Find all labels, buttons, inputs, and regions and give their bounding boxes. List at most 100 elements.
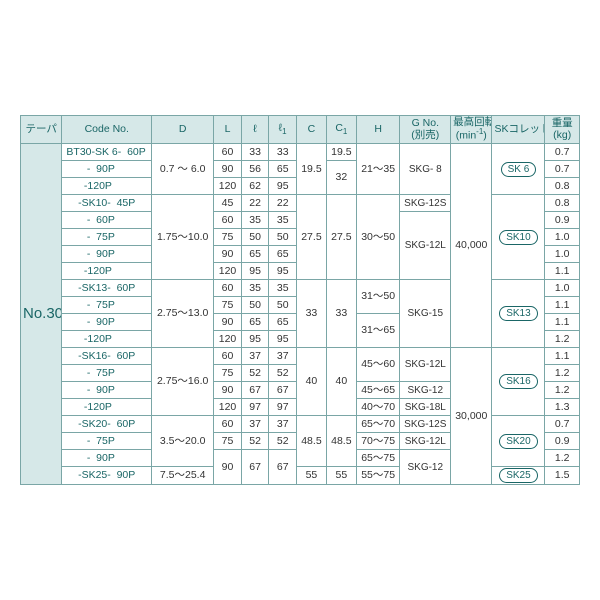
header-l: ℓ bbox=[241, 115, 269, 144]
c1-cell: 32 bbox=[326, 161, 356, 195]
l-cell: 52 bbox=[241, 433, 269, 450]
header-L: L bbox=[214, 115, 242, 144]
code-cell: -SK25- 90P bbox=[62, 467, 152, 485]
table-row: -SK16- 60P2.75～16.0603737404045～60SKG-12… bbox=[21, 348, 580, 365]
sk-cell: SK25 bbox=[492, 467, 545, 485]
code-cell: -SK20- 60P bbox=[62, 416, 152, 433]
L-cell: 60 bbox=[214, 212, 242, 229]
table-body: No.30BT30-SK 6- 60P0.7 ～ 6.060333319.519… bbox=[21, 144, 580, 485]
L-cell: 60 bbox=[214, 144, 242, 161]
g-cell: SKG-12S bbox=[400, 195, 451, 212]
l1-cell: 52 bbox=[269, 433, 297, 450]
weight-cell: 1.0 bbox=[545, 246, 580, 263]
g-cell: SKG-12 bbox=[400, 382, 451, 399]
l1-cell: 95 bbox=[269, 178, 297, 195]
weight-cell: 0.7 bbox=[545, 416, 580, 433]
l1-cell: 22 bbox=[269, 195, 297, 212]
code-cell: - 90P bbox=[62, 382, 152, 399]
g-cell: SKG- 8 bbox=[400, 144, 451, 195]
l1-cell: 50 bbox=[269, 229, 297, 246]
table-row: No.30BT30-SK 6- 60P0.7 ～ 6.060333319.519… bbox=[21, 144, 580, 161]
header-d: D bbox=[152, 115, 214, 144]
l-cell: 67 bbox=[241, 450, 269, 485]
L-cell: 90 bbox=[214, 246, 242, 263]
c-cell: 40 bbox=[297, 348, 327, 416]
L-cell: 90 bbox=[214, 382, 242, 399]
l-cell: 37 bbox=[241, 416, 269, 433]
h-cell: 45～60 bbox=[356, 348, 400, 382]
g-cell: SKG-15 bbox=[400, 280, 451, 348]
table-row: -SK13- 60P2.75～13.0603535333331～50SKG-15… bbox=[21, 280, 580, 297]
L-cell: 60 bbox=[214, 416, 242, 433]
c1-cell: 27.5 bbox=[326, 195, 356, 280]
header-C: C bbox=[297, 115, 327, 144]
L-cell: 90 bbox=[214, 161, 242, 178]
l1-cell: 50 bbox=[269, 297, 297, 314]
h-cell: 55～75 bbox=[356, 467, 400, 485]
l-cell: 22 bbox=[241, 195, 269, 212]
L-cell: 120 bbox=[214, 331, 242, 348]
L-cell: 75 bbox=[214, 297, 242, 314]
sk-pill: SK20 bbox=[499, 434, 537, 449]
header-G: G No.(別売) bbox=[400, 115, 451, 144]
h-cell: 31～50 bbox=[356, 280, 400, 314]
h-cell: 40～70 bbox=[356, 399, 400, 416]
c1-cell: 19.5 bbox=[326, 144, 356, 161]
l-cell: 97 bbox=[241, 399, 269, 416]
L-cell: 120 bbox=[214, 178, 242, 195]
d-cell: 2.75～13.0 bbox=[152, 280, 214, 348]
code-cell: - 90P bbox=[62, 161, 152, 178]
weight-cell: 1.2 bbox=[545, 450, 580, 467]
spec-table: テーパ Code No. D L ℓ ℓ1 C C1 H G No.(別売) 最… bbox=[20, 115, 580, 486]
g-cell: SKG-12L bbox=[400, 348, 451, 382]
weight-cell: 1.2 bbox=[545, 365, 580, 382]
l1-cell: 65 bbox=[269, 161, 297, 178]
table-row: -SK10- 45P1.75～10.045222227.527.530～50SK… bbox=[21, 195, 580, 212]
code-cell: -SK10- 45P bbox=[62, 195, 152, 212]
L-cell: 120 bbox=[214, 399, 242, 416]
sk-cell: SK10 bbox=[492, 195, 545, 280]
L-cell: 75 bbox=[214, 229, 242, 246]
L-cell: 75 bbox=[214, 433, 242, 450]
c-cell: 19.5 bbox=[297, 144, 327, 195]
table-row: -SK20- 60P3.5～20.060373748.548.565～70SKG… bbox=[21, 416, 580, 433]
weight-cell: 1.2 bbox=[545, 382, 580, 399]
code-cell: - 90P bbox=[62, 314, 152, 331]
c-cell: 48.5 bbox=[297, 416, 327, 467]
c-cell: 27.5 bbox=[297, 195, 327, 280]
code-cell: BT30-SK 6- 60P bbox=[62, 144, 152, 161]
code-cell: - 90P bbox=[62, 246, 152, 263]
l1-cell: 95 bbox=[269, 263, 297, 280]
l-cell: 37 bbox=[241, 348, 269, 365]
l1-cell: 95 bbox=[269, 331, 297, 348]
weight-cell: 1.1 bbox=[545, 348, 580, 365]
header-taper: テーパ bbox=[21, 115, 62, 144]
code-cell: -SK13- 60P bbox=[62, 280, 152, 297]
c1-cell: 33 bbox=[326, 280, 356, 348]
h-cell: 30～50 bbox=[356, 195, 400, 280]
l-cell: 67 bbox=[241, 382, 269, 399]
code-cell: -SK16- 60P bbox=[62, 348, 152, 365]
l1-cell: 67 bbox=[269, 382, 297, 399]
L-cell: 120 bbox=[214, 263, 242, 280]
weight-cell: 1.3 bbox=[545, 399, 580, 416]
l1-cell: 97 bbox=[269, 399, 297, 416]
L-cell: 75 bbox=[214, 365, 242, 382]
code-cell: -120P bbox=[62, 331, 152, 348]
code-cell: - 90P bbox=[62, 450, 152, 467]
l-cell: 56 bbox=[241, 161, 269, 178]
weight-cell: 0.9 bbox=[545, 212, 580, 229]
l1-cell: 35 bbox=[269, 280, 297, 297]
weight-cell: 1.2 bbox=[545, 331, 580, 348]
header-code: Code No. bbox=[62, 115, 152, 144]
l1-cell: 65 bbox=[269, 246, 297, 263]
header-H: H bbox=[356, 115, 400, 144]
l-cell: 65 bbox=[241, 246, 269, 263]
c1-cell: 48.5 bbox=[326, 416, 356, 467]
h-cell: 65～75 bbox=[356, 450, 400, 467]
c1-cell: 55 bbox=[326, 467, 356, 485]
header-l1: ℓ1 bbox=[269, 115, 297, 144]
h-cell: 21～35 bbox=[356, 144, 400, 195]
sk-cell: SK 6 bbox=[492, 144, 545, 195]
l-cell: 50 bbox=[241, 229, 269, 246]
